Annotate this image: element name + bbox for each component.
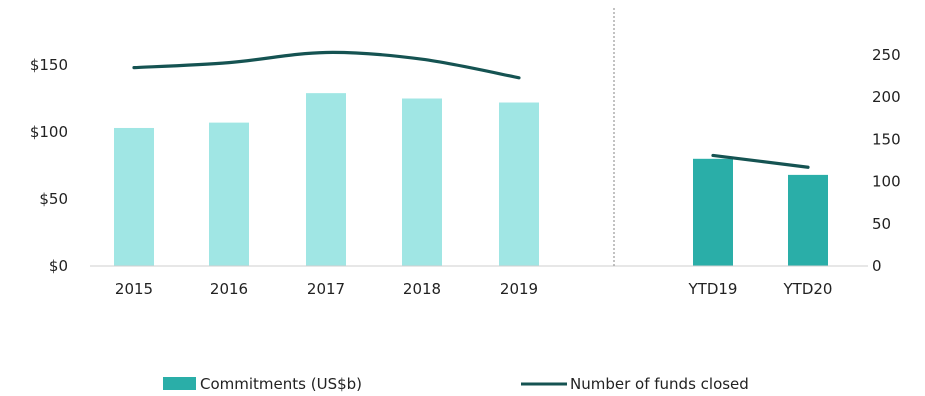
bar-ytd19 — [693, 158, 733, 266]
x-tick-label-2018: 2018 — [403, 280, 441, 298]
y-right-tick-label: 150 — [872, 130, 901, 148]
y-left-tick-label: $50 — [39, 190, 68, 208]
y-axis-right-ticks: 0 50 100 150 200 250 — [872, 46, 901, 275]
legend: Commitments (US$b) Number of funds close… — [163, 375, 749, 393]
line-funds-closed-historical — [132, 50, 521, 80]
x-tick-label-ytd19: YTD19 — [688, 280, 738, 298]
y-left-tick-label: $100 — [30, 123, 68, 141]
bar-2017 — [306, 93, 346, 266]
legend-swatch-commitments — [163, 377, 196, 390]
bars-historical — [114, 93, 539, 267]
y-left-tick-label: $0 — [49, 257, 68, 275]
bar-2016 — [209, 122, 249, 267]
x-tick-label-2016: 2016 — [210, 280, 248, 298]
bar-2019 — [499, 102, 539, 267]
y-axis-left-ticks: $0 $50 $100 $150 — [30, 56, 68, 275]
bar-ytd20 — [788, 174, 828, 266]
y-right-tick-label: 50 — [872, 215, 891, 233]
x-tick-label-2015: 2015 — [115, 280, 153, 298]
x-axis-ticks: 2015 2016 2017 2018 2019 YTD19 YTD20 — [115, 280, 833, 298]
legend-label-commitments: Commitments (US$b) — [200, 375, 362, 393]
y-right-tick-label: 250 — [872, 46, 901, 64]
x-tick-label-2019: 2019 — [500, 280, 538, 298]
y-left-tick-label: $150 — [30, 56, 68, 74]
y-right-tick-label: 200 — [872, 88, 901, 106]
x-tick-label-2017: 2017 — [307, 280, 345, 298]
y-right-tick-label: 0 — [872, 257, 882, 275]
bars-ytd — [693, 158, 828, 266]
bar-2018 — [402, 98, 442, 266]
bar-2015 — [114, 127, 154, 266]
y-right-tick-label: 100 — [872, 173, 901, 191]
legend-label-funds: Number of funds closed — [570, 375, 749, 393]
line-funds-closed-ytd — [711, 153, 810, 169]
x-tick-label-ytd20: YTD20 — [783, 280, 833, 298]
funds-closed-lines — [132, 50, 810, 169]
